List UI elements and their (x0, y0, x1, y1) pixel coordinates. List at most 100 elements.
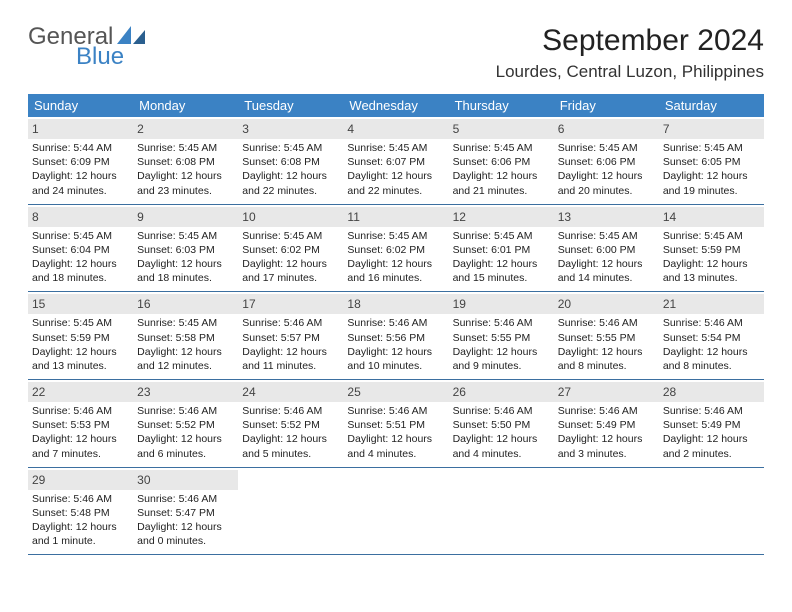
week-row: 1Sunrise: 5:44 AMSunset: 6:09 PMDaylight… (28, 117, 764, 205)
sunrise-line: Sunrise: 5:45 AM (137, 141, 234, 155)
day-number-row: 18 (343, 294, 448, 314)
day-number-row: 30 (133, 470, 238, 490)
day-cell: 21Sunrise: 5:46 AMSunset: 5:54 PMDayligh… (659, 292, 764, 379)
day-number: 3 (242, 122, 249, 136)
sunset-line: Sunset: 5:59 PM (32, 331, 129, 345)
day-cell: 29Sunrise: 5:46 AMSunset: 5:48 PMDayligh… (28, 468, 133, 555)
day-cell: 13Sunrise: 5:45 AMSunset: 6:00 PMDayligh… (554, 205, 659, 292)
sunrise-line: Sunrise: 5:45 AM (558, 229, 655, 243)
day-number: 26 (453, 385, 466, 399)
day-number-row: 25 (343, 382, 448, 402)
daylight-line: Daylight: 12 hours and 15 minutes. (453, 257, 550, 285)
sunset-line: Sunset: 5:49 PM (558, 418, 655, 432)
day-number-row: 19 (449, 294, 554, 314)
day-number-row: 22 (28, 382, 133, 402)
sunrise-line: Sunrise: 5:45 AM (558, 141, 655, 155)
sunset-line: Sunset: 5:52 PM (137, 418, 234, 432)
sunset-line: Sunset: 5:58 PM (137, 331, 234, 345)
sunset-line: Sunset: 5:55 PM (558, 331, 655, 345)
sunset-line: Sunset: 6:04 PM (32, 243, 129, 257)
sunrise-line: Sunrise: 5:45 AM (32, 229, 129, 243)
daylight-line: Daylight: 12 hours and 2 minutes. (663, 432, 760, 460)
day-cell: 28Sunrise: 5:46 AMSunset: 5:49 PMDayligh… (659, 380, 764, 467)
day-cell: 14Sunrise: 5:45 AMSunset: 5:59 PMDayligh… (659, 205, 764, 292)
sunset-line: Sunset: 6:02 PM (242, 243, 339, 257)
day-number: 1 (32, 122, 39, 136)
sunset-line: Sunset: 6:02 PM (347, 243, 444, 257)
day-number: 7 (663, 122, 670, 136)
daylight-line: Daylight: 12 hours and 20 minutes. (558, 169, 655, 197)
weekday-header: Wednesday (343, 94, 448, 117)
weekday-header: Thursday (449, 94, 554, 117)
day-number-row: 3 (238, 119, 343, 139)
calendar: SundayMondayTuesdayWednesdayThursdayFrid… (28, 94, 764, 555)
daylight-line: Daylight: 12 hours and 14 minutes. (558, 257, 655, 285)
empty-cell (449, 468, 554, 555)
day-number: 24 (242, 385, 255, 399)
day-number-row: 6 (554, 119, 659, 139)
sunrise-line: Sunrise: 5:46 AM (32, 492, 129, 506)
daylight-line: Daylight: 12 hours and 17 minutes. (242, 257, 339, 285)
daylight-line: Daylight: 12 hours and 23 minutes. (137, 169, 234, 197)
sunset-line: Sunset: 6:00 PM (558, 243, 655, 257)
logo-text-blue: Blue (76, 45, 145, 69)
day-number: 21 (663, 297, 676, 311)
sunset-line: Sunset: 5:56 PM (347, 331, 444, 345)
weekday-header: Tuesday (238, 94, 343, 117)
sunset-line: Sunset: 6:09 PM (32, 155, 129, 169)
day-number: 25 (347, 385, 360, 399)
day-cell: 30Sunrise: 5:46 AMSunset: 5:47 PMDayligh… (133, 468, 238, 555)
daylight-line: Daylight: 12 hours and 22 minutes. (242, 169, 339, 197)
daylight-line: Daylight: 12 hours and 0 minutes. (137, 520, 234, 548)
sunrise-line: Sunrise: 5:45 AM (453, 229, 550, 243)
week-row: 8Sunrise: 5:45 AMSunset: 6:04 PMDaylight… (28, 205, 764, 293)
week-row: 22Sunrise: 5:46 AMSunset: 5:53 PMDayligh… (28, 380, 764, 468)
day-number-row: 20 (554, 294, 659, 314)
day-number-row: 14 (659, 207, 764, 227)
sunset-line: Sunset: 6:03 PM (137, 243, 234, 257)
day-number-row: 15 (28, 294, 133, 314)
day-cell: 4Sunrise: 5:45 AMSunset: 6:07 PMDaylight… (343, 117, 448, 204)
day-number-row: 4 (343, 119, 448, 139)
header: General Blue September 2024 Lourdes, Cen… (28, 24, 764, 82)
daylight-line: Daylight: 12 hours and 12 minutes. (137, 345, 234, 373)
sunset-line: Sunset: 6:05 PM (663, 155, 760, 169)
sunrise-line: Sunrise: 5:45 AM (663, 141, 760, 155)
logo: General Blue (28, 24, 145, 69)
day-number-row: 17 (238, 294, 343, 314)
day-number-row: 24 (238, 382, 343, 402)
day-cell: 7 Sunrise: 5:45 AMSunset: 6:05 PMDaylight… (659, 117, 764, 204)
sunrise-line: Sunrise: 5:46 AM (558, 404, 655, 418)
day-cell: 3Sunrise: 5:45 AMSunset: 6:08 PMDaylight… (238, 117, 343, 204)
sunrise-line: Sunrise: 5:46 AM (453, 316, 550, 330)
daylight-line: Daylight: 12 hours and 18 minutes. (32, 257, 129, 285)
weekday-header: Saturday (659, 94, 764, 117)
sunset-line: Sunset: 5:50 PM (453, 418, 550, 432)
day-number: 18 (347, 297, 360, 311)
sunset-line: Sunset: 5:53 PM (32, 418, 129, 432)
daylight-line: Daylight: 12 hours and 11 minutes. (242, 345, 339, 373)
day-cell: 8Sunrise: 5:45 AMSunset: 6:04 PMDaylight… (28, 205, 133, 292)
sunset-line: Sunset: 5:48 PM (32, 506, 129, 520)
day-number-row: 2 (133, 119, 238, 139)
daylight-line: Daylight: 12 hours and 24 minutes. (32, 169, 129, 197)
empty-cell (343, 468, 448, 555)
daylight-line: Daylight: 12 hours and 3 minutes. (558, 432, 655, 460)
day-cell: 24Sunrise: 5:46 AMSunset: 5:52 PMDayligh… (238, 380, 343, 467)
sunrise-line: Sunrise: 5:45 AM (242, 229, 339, 243)
sunset-line: Sunset: 6:06 PM (453, 155, 550, 169)
day-number: 15 (32, 297, 45, 311)
daylight-line: Daylight: 12 hours and 8 minutes. (558, 345, 655, 373)
sunrise-line: Sunrise: 5:46 AM (32, 404, 129, 418)
day-number: 27 (558, 385, 571, 399)
sunset-line: Sunset: 5:49 PM (663, 418, 760, 432)
day-number-row: 7 (659, 119, 764, 139)
daylight-line: Daylight: 12 hours and 5 minutes. (242, 432, 339, 460)
daylight-line: Daylight: 12 hours and 18 minutes. (137, 257, 234, 285)
sunrise-line: Sunrise: 5:45 AM (137, 229, 234, 243)
day-cell: 22Sunrise: 5:46 AMSunset: 5:53 PMDayligh… (28, 380, 133, 467)
sunrise-line: Sunrise: 5:45 AM (347, 141, 444, 155)
sunrise-line: Sunrise: 5:44 AM (32, 141, 129, 155)
month-title: September 2024 (496, 24, 764, 58)
daylight-line: Daylight: 12 hours and 19 minutes. (663, 169, 760, 197)
